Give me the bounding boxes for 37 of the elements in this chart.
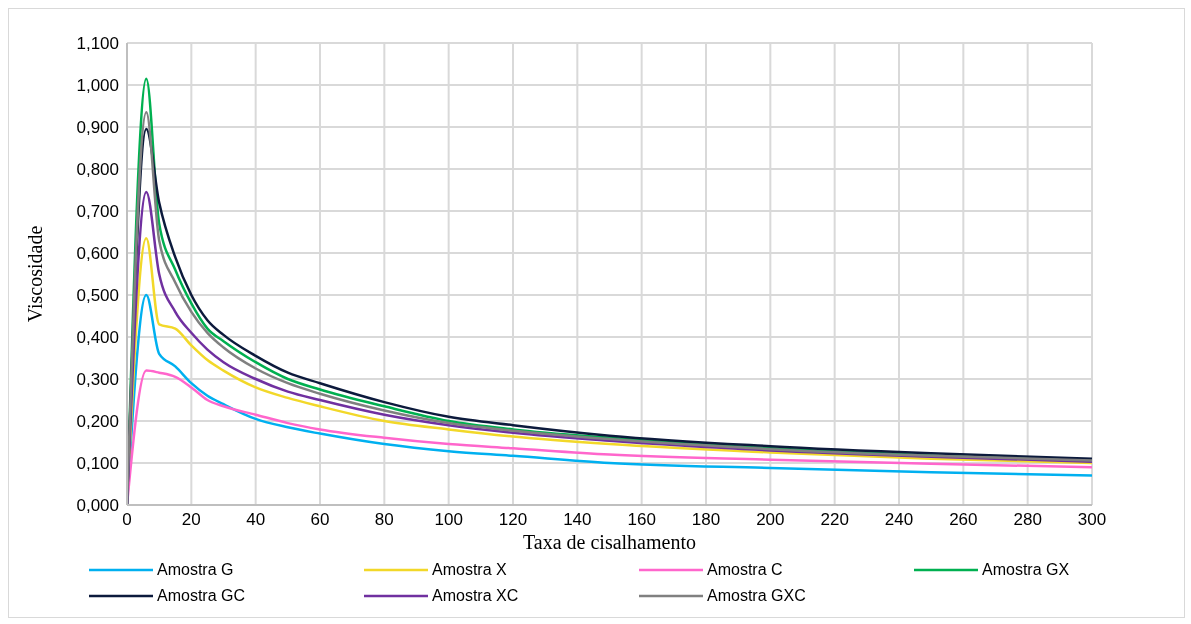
y-tick-label: 0,000 (76, 496, 119, 516)
x-tick-label: 260 (949, 510, 978, 530)
x-tick-label: 280 (1013, 510, 1042, 530)
y-tick-label: 1,100 (76, 34, 119, 54)
legend-label: Amostra GXC (707, 587, 806, 605)
x-tick-label: 300 (1077, 510, 1107, 530)
legend-label: Amostra X (432, 561, 507, 579)
legend-label: Amostra G (157, 561, 234, 579)
x-tick-label: 120 (498, 510, 528, 530)
x-tick-label: 180 (691, 510, 721, 530)
x-tick-label: 140 (563, 510, 592, 530)
legend-label: Amostra GX (982, 561, 1070, 579)
legend-label: Amostra C (707, 561, 783, 579)
y-tick-label: 0,700 (76, 202, 119, 222)
x-tick-label: 100 (434, 510, 463, 530)
y-tick-label: 0,900 (76, 118, 119, 138)
legend-label: Amostra XC (432, 587, 519, 605)
y-tick-label: 1,000 (76, 76, 119, 96)
x-tick-label: 40 (246, 510, 266, 530)
x-tick-label: 240 (884, 510, 914, 530)
x-tick-label: 220 (820, 510, 849, 530)
y-tick-label: 0,400 (76, 328, 119, 348)
y-tick-label: 0,600 (76, 244, 119, 264)
x-axis-title: Taxa de cisalhamento (523, 531, 696, 553)
y-axis-title: Viscosidade (24, 225, 47, 323)
y-tick-label: 0,300 (76, 370, 119, 390)
y-tick-label: 0,800 (76, 160, 119, 180)
y-tick-label: 0,100 (76, 454, 119, 474)
x-tick-label: 0 (122, 510, 132, 530)
y-tick-label: 0,200 (76, 412, 119, 432)
x-tick-label: 200 (756, 510, 785, 530)
x-tick-label: 80 (374, 510, 394, 530)
legend-label: Amostra GC (157, 587, 246, 605)
x-tick-label: 160 (627, 510, 656, 530)
y-tick-label: 0,500 (76, 286, 119, 306)
x-tick-label: 20 (181, 510, 201, 530)
x-tick-label: 60 (310, 510, 330, 530)
